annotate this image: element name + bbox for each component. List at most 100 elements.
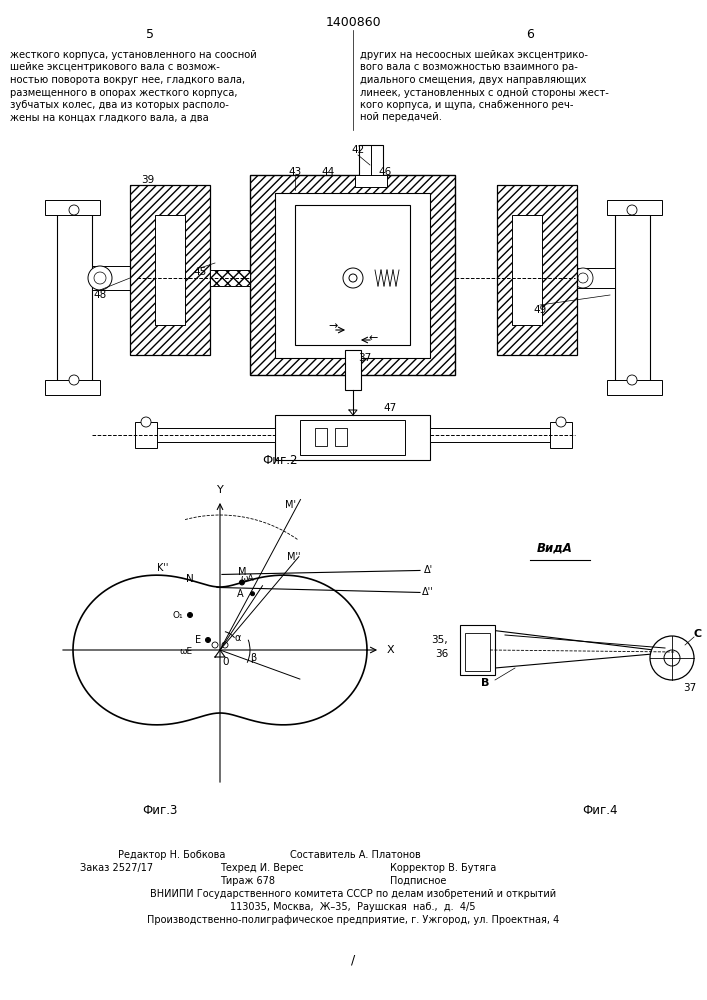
Circle shape	[650, 636, 694, 680]
Text: ←: ←	[368, 333, 378, 343]
Text: 44: 44	[322, 167, 334, 177]
Text: →: →	[328, 321, 338, 331]
Text: линеек, установленных с одной стороны жест-: линеек, установленных с одной стороны же…	[360, 88, 609, 98]
Text: 49: 49	[533, 305, 547, 315]
Circle shape	[141, 417, 151, 427]
Text: N: N	[187, 574, 194, 584]
Text: A: A	[237, 589, 244, 599]
Bar	[155, 215, 185, 325]
Bar	[465, 633, 490, 671]
Text: диального смещения, двух направляющих: диального смещения, двух направляющих	[360, 75, 586, 85]
Text: других на несоосных шейках эксцентрико-: других на несоосных шейках эксцентрико-	[360, 50, 588, 60]
Circle shape	[664, 650, 680, 666]
Circle shape	[69, 375, 79, 385]
Text: Техред И. Верес: Техред И. Верес	[220, 863, 303, 873]
Bar	[295, 205, 410, 345]
Bar	[45, 380, 100, 395]
Text: E: E	[195, 635, 201, 645]
Text: 36: 36	[435, 649, 448, 659]
Text: 46: 46	[378, 167, 392, 177]
Text: кого корпуса, и щупа, снабженного реч-: кого корпуса, и щупа, снабженного реч-	[360, 100, 573, 110]
Text: ВНИИПИ Государственного комитета СССР по делам изобретений и открытий: ВНИИПИ Государственного комитета СССР по…	[150, 889, 556, 899]
Bar	[45, 200, 100, 215]
Text: Тираж 678: Тираж 678	[220, 876, 275, 886]
Bar	[512, 215, 542, 325]
Bar	[275, 193, 430, 358]
Text: Составитель А. Платонов: Составитель А. Платонов	[290, 850, 421, 860]
Bar	[130, 185, 210, 355]
Text: размещенного в опорах жесткого корпуса,: размещенного в опорах жесткого корпуса,	[10, 88, 238, 98]
Circle shape	[69, 205, 79, 215]
Text: Заказ 2527/17: Заказ 2527/17	[80, 863, 153, 873]
Text: ωA: ωA	[240, 574, 255, 583]
Bar	[335, 428, 347, 446]
Bar	[135, 422, 157, 448]
Text: шейке эксцентрикового вала с возмож-: шейке эксцентрикового вала с возмож-	[10, 62, 220, 73]
Bar	[250, 175, 455, 375]
Bar	[210, 270, 250, 286]
Text: Редактор Н. Бобкова: Редактор Н. Бобкова	[118, 850, 226, 860]
Text: X: X	[386, 645, 394, 655]
Text: Фиг.2: Фиг.2	[262, 454, 298, 466]
Text: 45: 45	[194, 267, 206, 277]
Bar	[130, 185, 210, 355]
Text: α: α	[235, 633, 241, 643]
Text: 1400860: 1400860	[325, 15, 381, 28]
Text: O₁: O₁	[173, 610, 183, 619]
Text: Фиг.3: Фиг.3	[142, 804, 177, 816]
Text: Подписное: Подписное	[390, 876, 446, 886]
Text: Δ': Δ'	[423, 565, 433, 575]
Bar	[359, 145, 383, 180]
Text: 113035, Москва,  Ж–35,  Раушская  наб.,  д.  4/5: 113035, Москва, Ж–35, Раушская наб., д. …	[230, 902, 476, 912]
Bar	[607, 380, 662, 395]
Text: зубчатых колес, два из которых располо-: зубчатых колес, два из которых располо-	[10, 100, 229, 110]
Text: /: /	[351, 954, 355, 966]
Bar	[497, 185, 577, 355]
Text: ωE: ωE	[180, 648, 192, 656]
Text: Корректор В. Бутяга: Корректор В. Бутяга	[390, 863, 496, 873]
Text: Фиг.4: Фиг.4	[583, 804, 618, 816]
Bar	[497, 185, 577, 355]
Text: M'': M''	[287, 552, 300, 562]
Bar	[250, 175, 455, 375]
Circle shape	[578, 273, 588, 283]
Circle shape	[556, 417, 566, 427]
Text: B: B	[481, 678, 489, 688]
Text: M': M'	[285, 500, 296, 510]
Text: ной передачей.: ной передачей.	[360, 112, 442, 122]
Bar	[615, 210, 650, 385]
Circle shape	[222, 642, 228, 648]
Circle shape	[250, 592, 255, 596]
Text: 5: 5	[146, 28, 154, 41]
Text: K'': K''	[158, 563, 169, 573]
Bar	[355, 175, 387, 187]
Text: Производственно-полиграфическое предприятие, г. Ужгород, ул. Проектная, 4: Производственно-полиграфическое предприя…	[147, 915, 559, 925]
Circle shape	[349, 274, 357, 282]
Text: ВидА: ВидА	[537, 542, 573, 554]
Bar	[315, 428, 327, 446]
Bar	[210, 270, 250, 286]
Text: 0: 0	[223, 657, 229, 667]
Text: Δ'': Δ''	[422, 587, 434, 597]
Text: 37: 37	[358, 353, 372, 363]
Bar	[345, 350, 361, 390]
Bar	[57, 210, 92, 385]
Bar	[550, 422, 572, 448]
Text: 6: 6	[526, 28, 534, 41]
Text: 47: 47	[383, 403, 397, 413]
Text: β: β	[250, 653, 256, 663]
Bar	[92, 266, 132, 290]
Text: ностью поворота вокруг нее, гладкого вала,: ностью поворота вокруг нее, гладкого вал…	[10, 75, 245, 85]
Bar	[575, 268, 615, 288]
Text: M: M	[238, 567, 246, 577]
Bar	[607, 200, 662, 215]
Text: 35,: 35,	[431, 635, 448, 645]
Bar	[275, 415, 430, 460]
Bar	[155, 428, 275, 442]
Circle shape	[187, 612, 192, 617]
Text: 39: 39	[141, 175, 155, 185]
Circle shape	[573, 268, 593, 288]
Bar	[460, 625, 495, 675]
Text: 43: 43	[288, 167, 302, 177]
Circle shape	[343, 268, 363, 288]
